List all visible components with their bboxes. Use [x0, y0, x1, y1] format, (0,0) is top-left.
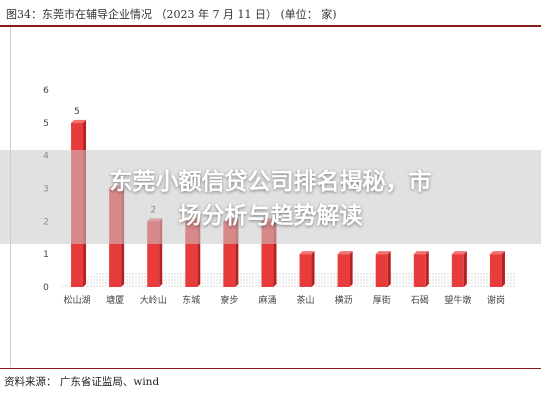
bar-石碣: [413, 254, 426, 287]
bar-top: [337, 251, 353, 255]
bar-side: [387, 251, 391, 287]
overlay-band: [0, 150, 541, 244]
x-tick-label: 塘厦: [106, 294, 124, 306]
bar-横沥: [337, 254, 350, 287]
figure-title: 图34：东莞市在辅导企业情况 （2023 年 7 月 11 日） (单位： 家): [6, 8, 337, 21]
bar-厚街: [375, 254, 388, 287]
x-axis-ticks: 松山湖 塘厦 大岭山 东城 寮步 麻涌 茶山 横沥 厚街 石碣 望牛墩 谢岗: [64, 294, 505, 306]
data-label: 5: [74, 107, 80, 117]
x-tick-label: 寮步: [220, 294, 238, 306]
x-tick-label: 横沥: [335, 294, 353, 306]
x-tick-label: 大岭山: [140, 294, 167, 306]
x-tick-label: 谢岗: [487, 294, 505, 306]
bar-side: [311, 251, 315, 287]
source-rule: [0, 368, 541, 369]
x-tick-label: 松山湖: [64, 294, 91, 306]
overlay-headline: 东莞小额信贷公司排名揭秘，市 场分析与趋势解读: [109, 169, 432, 229]
y-tick-label: 1: [43, 250, 49, 260]
bar-茶山: [299, 254, 312, 287]
x-tick-label: 厚街: [373, 294, 391, 306]
bar-side: [501, 251, 505, 287]
bar-top: [375, 251, 391, 255]
floor-shading: [58, 273, 517, 287]
bar-side: [425, 251, 429, 287]
x-tick-label: 望牛墩: [444, 294, 471, 306]
x-tick-label: 茶山: [297, 294, 315, 306]
x-tick-label: 麻涌: [258, 294, 276, 306]
bar-top: [489, 251, 505, 255]
bar-side: [349, 251, 353, 287]
bar-top: [451, 251, 467, 255]
y-tick-label: 0: [43, 283, 49, 293]
x-tick-label: 石碣: [411, 295, 429, 306]
y-tick-label: 6: [43, 86, 49, 96]
bar-望牛墩: [451, 254, 464, 287]
y-tick-label: 5: [43, 119, 49, 129]
title-rule: [0, 25, 541, 27]
x-tick-label: 东城: [182, 294, 200, 306]
bar-谢岗: [489, 254, 502, 287]
source-note: 资料来源： 广东省证监局、wind: [4, 376, 160, 388]
bar-side: [463, 251, 467, 287]
bar-top: [413, 251, 429, 255]
bar-top: [71, 119, 87, 123]
bar-top: [299, 251, 315, 255]
